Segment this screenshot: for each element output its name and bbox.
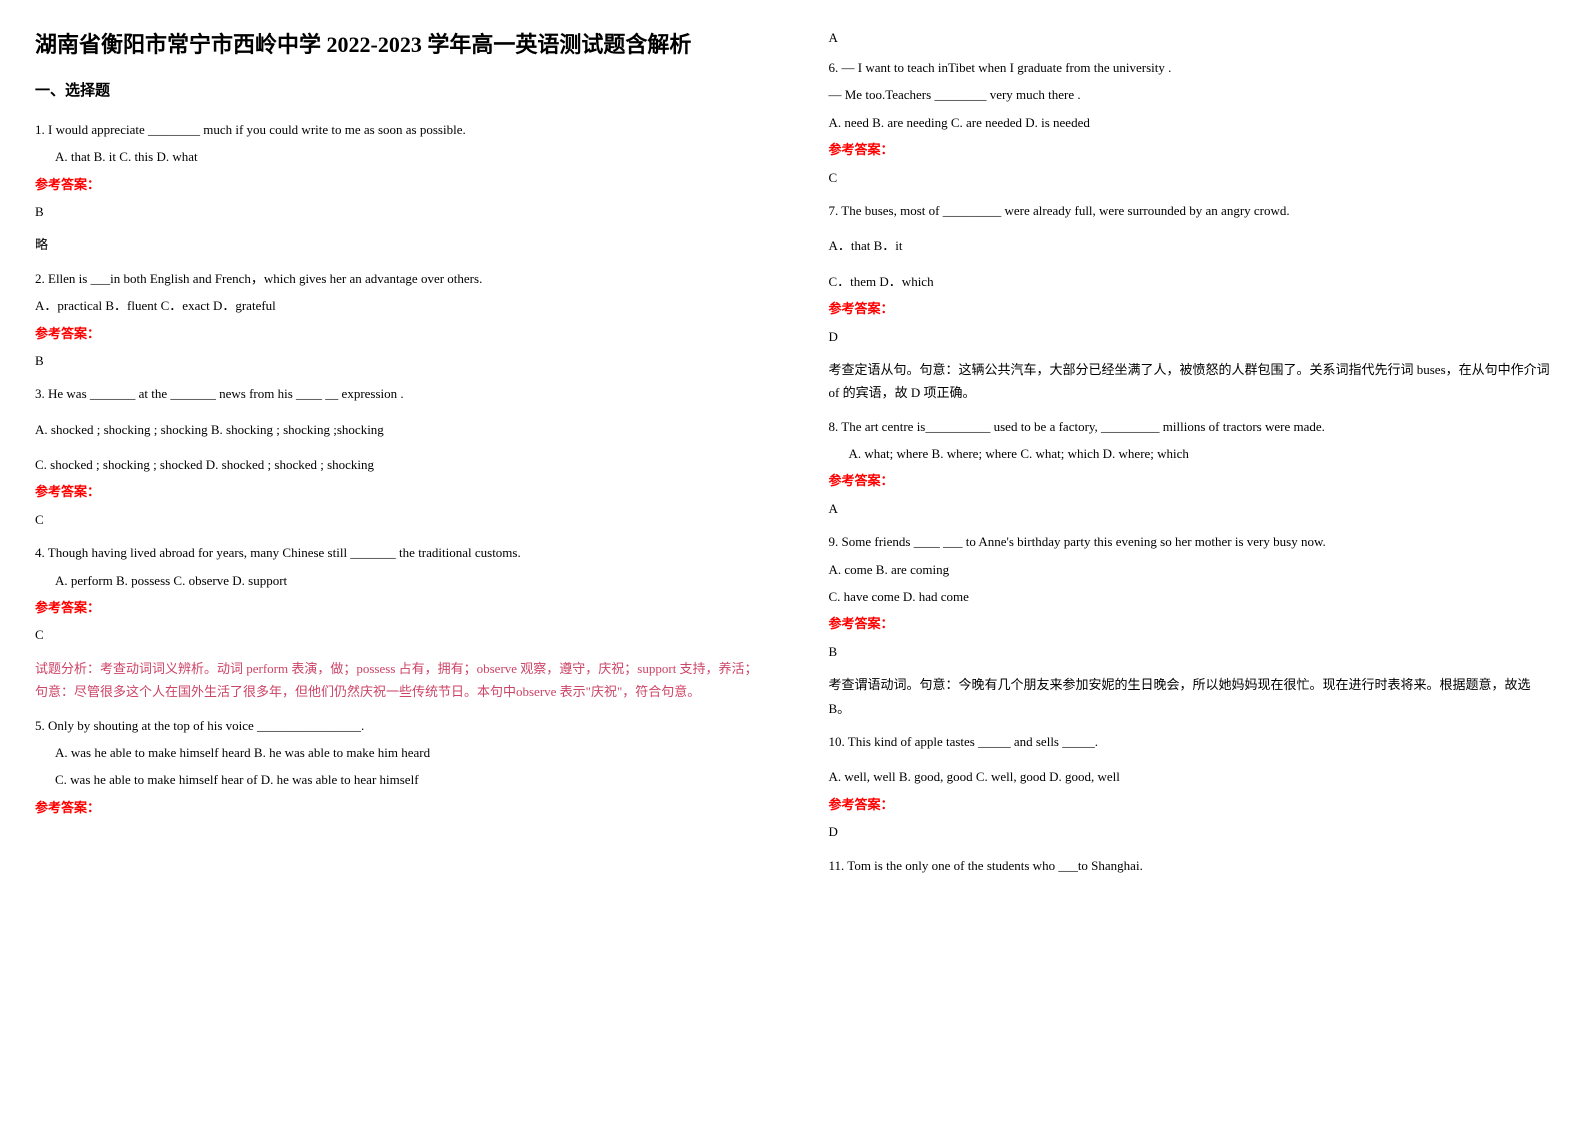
q7-option-ab: A．that B．it bbox=[829, 234, 1553, 257]
q7-answer-label: 参考答案： bbox=[829, 297, 1553, 320]
q7-answer: D bbox=[829, 325, 1553, 348]
q2-options: A．practical B．fluent C．exact D．grateful bbox=[35, 294, 759, 317]
q4-answer-label: 参考答案： bbox=[35, 596, 759, 619]
q5-answer-label: 参考答案： bbox=[35, 796, 759, 819]
question-5: 5. Only by shouting at the top of his vo… bbox=[35, 714, 759, 820]
q8-text: 8. The art centre is__________ used to b… bbox=[829, 415, 1553, 438]
q5-answer: A bbox=[829, 30, 1553, 46]
q1-options: A. that B. it C. this D. what bbox=[35, 145, 759, 168]
q1-answer: B bbox=[35, 200, 759, 223]
question-4: 4. Though having lived abroad for years,… bbox=[35, 541, 759, 703]
question-7: 7. The buses, most of _________ were alr… bbox=[829, 199, 1553, 405]
q5-option-ab: A. was he able to make himself heard B. … bbox=[35, 741, 759, 764]
q11-text: 11. Tom is the only one of the students … bbox=[829, 854, 1553, 877]
question-2: 2. Ellen is ___in both English and Frenc… bbox=[35, 267, 759, 373]
q8-answer-label: 参考答案： bbox=[829, 469, 1553, 492]
question-11: 11. Tom is the only one of the students … bbox=[829, 854, 1553, 877]
question-9: 9. Some friends ____ ___ to Anne's birth… bbox=[829, 530, 1553, 720]
q7-option-cd: C．them D．which bbox=[829, 270, 1553, 293]
q10-text: 10. This kind of apple tastes _____ and … bbox=[829, 730, 1553, 753]
q9-answer: B bbox=[829, 640, 1553, 663]
q7-explanation: 考查定语从句。句意：这辆公共汽车，大部分已经坐满了人，被愤怒的人群包围了。关系词… bbox=[829, 358, 1553, 405]
q3-option-cd: C. shocked ; shocking ; shocked D. shock… bbox=[35, 453, 759, 476]
q2-text: 2. Ellen is ___in both English and Frenc… bbox=[35, 267, 759, 290]
q6-text2: — Me too.Teachers ________ very much the… bbox=[829, 83, 1553, 106]
q1-explanation: 略 bbox=[35, 233, 759, 256]
q5-option-cd: C. was he able to make himself hear of D… bbox=[35, 768, 759, 791]
question-3: 3. He was _______ at the _______ news fr… bbox=[35, 382, 759, 531]
q9-explanation: 考查谓语动词。句意：今晚有几个朋友来参加安妮的生日晚会，所以她妈妈现在很忙。现在… bbox=[829, 673, 1553, 720]
q3-option-ab: A. shocked ; shocking ; shocking B. shoc… bbox=[35, 418, 759, 441]
question-6: 6. — I want to teach inTibet when I grad… bbox=[829, 56, 1553, 189]
q9-option-ab: A. come B. are coming bbox=[829, 558, 1553, 581]
q6-text: 6. — I want to teach inTibet when I grad… bbox=[829, 56, 1553, 79]
q3-answer: C bbox=[35, 508, 759, 531]
right-column: A 6. — I want to teach inTibet when I gr… bbox=[794, 0, 1587, 1122]
q5-text: 5. Only by shouting at the top of his vo… bbox=[35, 714, 759, 737]
q8-answer: A bbox=[829, 497, 1553, 520]
q3-text: 3. He was _______ at the _______ news fr… bbox=[35, 382, 759, 405]
q4-answer: C bbox=[35, 623, 759, 646]
q9-option-cd: C. have come D. had come bbox=[829, 585, 1553, 608]
left-column: 湖南省衡阳市常宁市西岭中学 2022-2023 学年高一英语测试题含解析 一、选… bbox=[0, 0, 794, 1122]
q4-text: 4. Though having lived abroad for years,… bbox=[35, 541, 759, 564]
q1-answer-label: 参考答案： bbox=[35, 173, 759, 196]
q2-answer-label: 参考答案： bbox=[35, 322, 759, 345]
q6-answer: C bbox=[829, 166, 1553, 189]
q3-answer-label: 参考答案： bbox=[35, 480, 759, 503]
q1-text: 1. I would appreciate ________ much if y… bbox=[35, 118, 759, 141]
question-10: 10. This kind of apple tastes _____ and … bbox=[829, 730, 1553, 844]
q4-options: A. perform B. possess C. observe D. supp… bbox=[35, 569, 759, 592]
section-header: 一、选择题 bbox=[35, 79, 759, 100]
q10-answer-label: 参考答案： bbox=[829, 793, 1553, 816]
q4-explanation: 试题分析：考查动词词义辨析。动词 perform 表演，做；possess 占有… bbox=[35, 657, 759, 704]
q9-text: 9. Some friends ____ ___ to Anne's birth… bbox=[829, 530, 1553, 553]
q8-options: A. what; where B. where; where C. what; … bbox=[829, 442, 1553, 465]
q9-answer-label: 参考答案： bbox=[829, 612, 1553, 635]
q10-answer: D bbox=[829, 820, 1553, 843]
q6-answer-label: 参考答案： bbox=[829, 138, 1553, 161]
q2-answer: B bbox=[35, 349, 759, 372]
q7-text: 7. The buses, most of _________ were alr… bbox=[829, 199, 1553, 222]
question-1: 1. I would appreciate ________ much if y… bbox=[35, 118, 759, 257]
q10-options: A. well, well B. good, good C. well, goo… bbox=[829, 765, 1553, 788]
q6-options: A. need B. are needing C. are needed D. … bbox=[829, 111, 1553, 134]
page-title: 湖南省衡阳市常宁市西岭中学 2022-2023 学年高一英语测试题含解析 bbox=[35, 30, 759, 61]
question-8: 8. The art centre is__________ used to b… bbox=[829, 415, 1553, 521]
